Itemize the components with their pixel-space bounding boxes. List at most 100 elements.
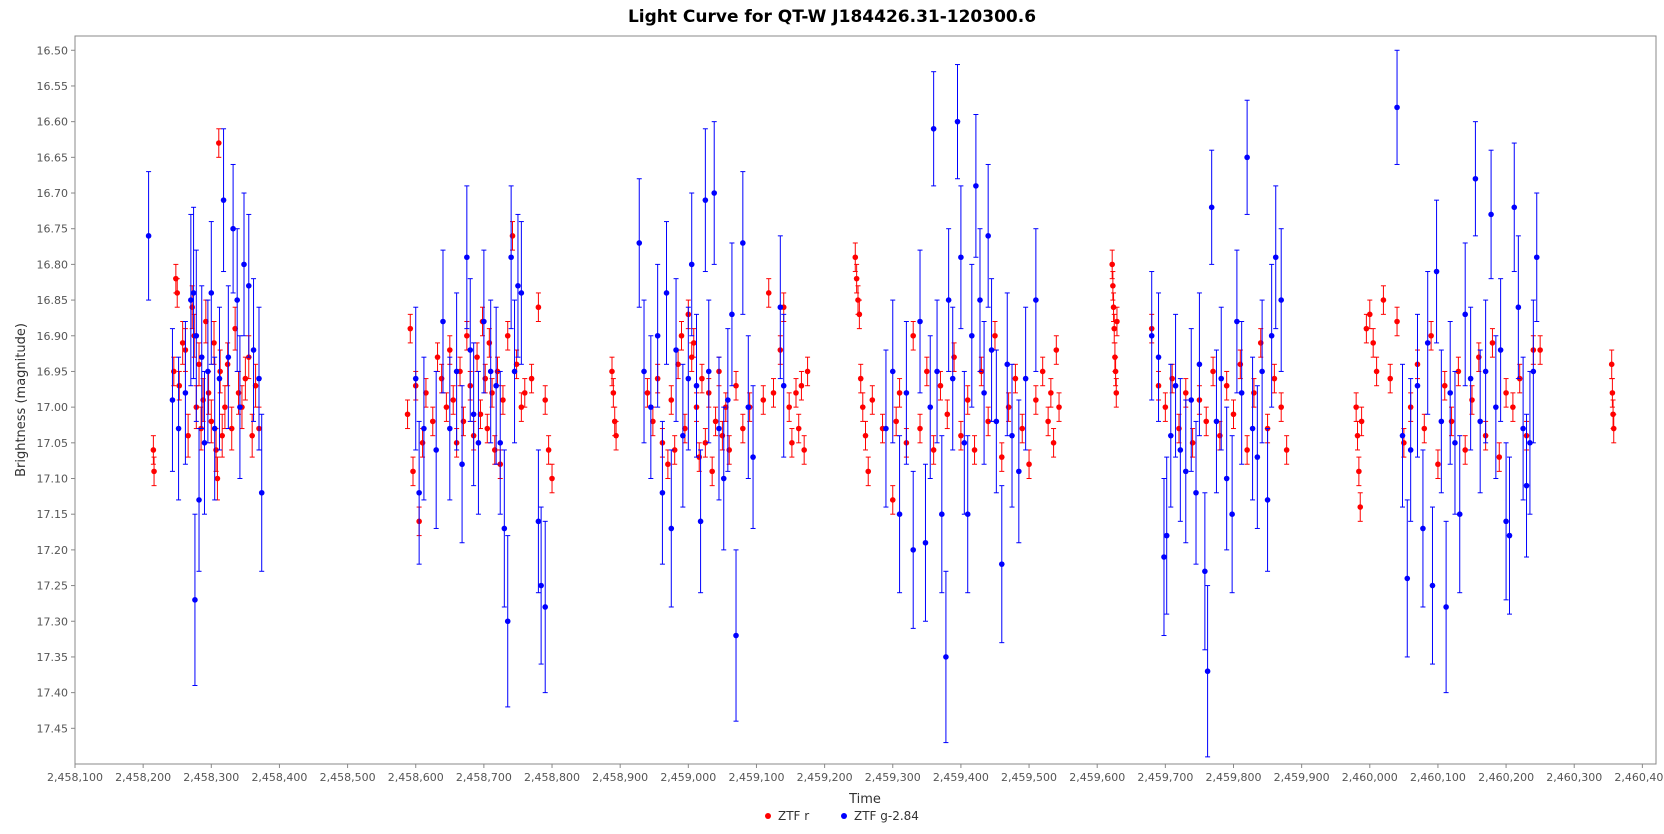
data-point (678, 332, 685, 339)
data-point (1438, 418, 1445, 425)
data-point (750, 454, 756, 460)
data-point (501, 525, 508, 532)
data-point (985, 233, 991, 239)
data-point (1441, 382, 1448, 389)
x-tick-label: 2,458,400 (251, 771, 307, 784)
data-point (943, 654, 949, 660)
data-point (725, 397, 731, 403)
data-point (513, 361, 520, 368)
data-point (200, 397, 206, 403)
data-point (528, 375, 535, 382)
data-point (176, 382, 183, 389)
y-tick-label: 17.25 (37, 580, 69, 593)
data-point (185, 432, 191, 439)
data-point (613, 432, 619, 439)
data-point (1110, 283, 1116, 289)
data-point (1204, 668, 1211, 675)
data-point (198, 354, 205, 360)
data-point (216, 375, 223, 382)
data-point (1009, 432, 1015, 439)
data-point (443, 404, 450, 410)
data-point (1533, 254, 1540, 261)
data-point (726, 447, 733, 453)
data-point (1399, 432, 1406, 439)
data-point (922, 539, 929, 546)
data-point (924, 368, 930, 375)
data-point (504, 618, 511, 625)
data-point (241, 261, 247, 268)
data-point (219, 432, 225, 439)
data-point (793, 390, 799, 396)
data-point (235, 390, 242, 396)
data-point (859, 404, 866, 410)
data-point (1404, 575, 1411, 582)
data-point (1407, 447, 1414, 453)
data-point (205, 390, 212, 396)
data-point (1022, 375, 1029, 382)
data-point (777, 304, 784, 311)
data-point (709, 468, 715, 475)
data-point (1387, 375, 1394, 382)
data-point (804, 368, 811, 375)
data-point (903, 390, 910, 396)
data-point (1223, 475, 1230, 482)
data-point (1230, 411, 1237, 418)
data-point (857, 375, 864, 382)
y-tick-label: 16.85 (37, 294, 69, 307)
y-tick-label: 16.65 (37, 151, 69, 164)
data-point (419, 440, 426, 446)
data-point (190, 290, 197, 296)
data-point (225, 354, 232, 360)
data-point (1259, 368, 1265, 375)
y-tick-label: 17.05 (37, 437, 69, 450)
data-point (1161, 554, 1167, 560)
data-point (1493, 404, 1499, 410)
data-point (1238, 390, 1245, 396)
data-point (487, 368, 494, 375)
data-point (410, 468, 416, 475)
x-tick-label: 2,459,100 (728, 771, 784, 784)
data-point (697, 518, 704, 525)
data-point (220, 197, 227, 203)
data-point (1394, 104, 1400, 111)
data-point (252, 382, 259, 389)
data-point (883, 425, 889, 432)
data-point (1530, 368, 1537, 375)
data-point (1394, 318, 1400, 325)
data-point (801, 447, 807, 453)
data-point (459, 461, 465, 468)
data-point (1497, 347, 1504, 353)
data-point (1050, 440, 1057, 446)
data-point (1244, 154, 1250, 161)
data-point (1254, 454, 1261, 460)
x-tick-label: 2,459,000 (660, 771, 716, 784)
legend-label: ZTF r (778, 809, 809, 823)
data-point (910, 332, 917, 339)
data-point (1462, 311, 1468, 318)
data-point (1357, 504, 1364, 510)
data-point (693, 382, 700, 389)
data-point (464, 332, 470, 339)
data-point (1113, 390, 1120, 396)
x-tick-label: 2,460,000 (1342, 771, 1398, 784)
data-point (470, 411, 477, 418)
data-point (482, 375, 489, 382)
data-point (760, 397, 767, 403)
data-point (1370, 340, 1376, 346)
data-point (665, 461, 671, 468)
data-point (203, 318, 209, 325)
data-point (1148, 332, 1155, 339)
data-point (497, 440, 504, 446)
data-point (1234, 318, 1240, 325)
data-point (438, 375, 445, 382)
data-point (1004, 361, 1011, 368)
data-point (1489, 340, 1496, 346)
data-point (1511, 204, 1518, 211)
data-point (650, 418, 656, 425)
data-point (1503, 518, 1509, 525)
data-point (964, 511, 971, 517)
data-point (1237, 361, 1244, 368)
data-point (234, 297, 240, 303)
data-point (215, 140, 222, 146)
data-point (511, 368, 518, 375)
